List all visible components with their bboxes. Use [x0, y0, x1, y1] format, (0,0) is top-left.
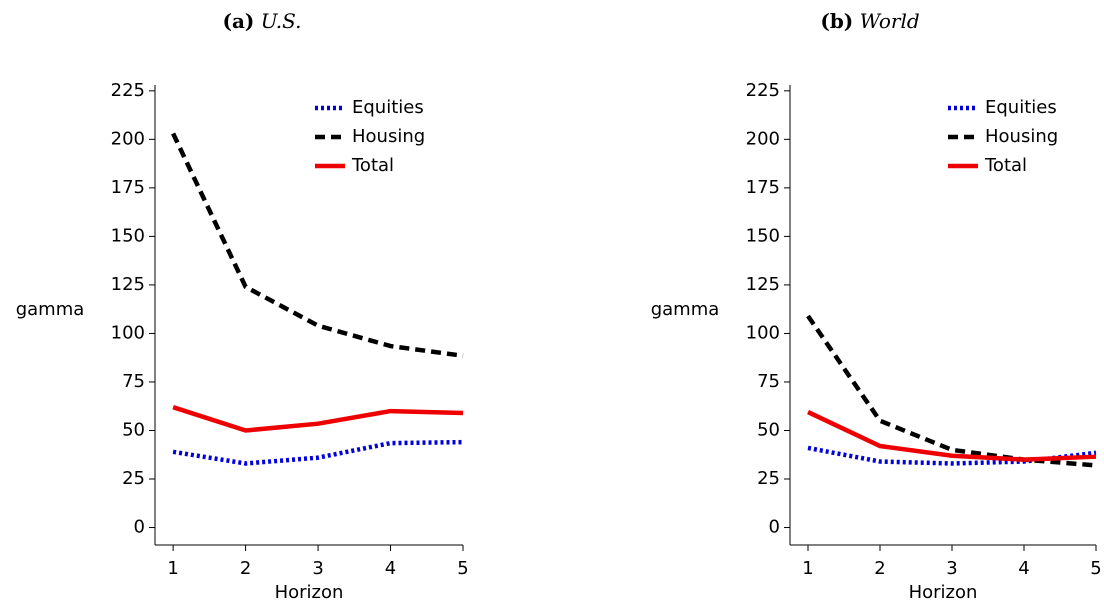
y-tick-label: 25 — [122, 468, 145, 489]
y-tick-label: 200 — [111, 128, 145, 149]
x-tick-label: 5 — [1090, 558, 1101, 579]
y-tick-label: 175 — [111, 177, 145, 198]
y-tick-label: 100 — [746, 322, 780, 343]
y-tick-label: 150 — [111, 225, 145, 246]
y-tick-label: 150 — [746, 225, 780, 246]
y-tick-label: 200 — [746, 128, 780, 149]
series-line — [807, 410, 1097, 462]
legend-label: Equities — [352, 97, 424, 118]
panel-label: (b) — [820, 9, 853, 33]
panel-label: (a) — [223, 9, 255, 33]
x-tick-label: 3 — [946, 558, 957, 579]
legend-label: Housing — [985, 126, 1058, 147]
x-tick-label: 3 — [312, 558, 323, 579]
panel-title: (a) U.S. — [223, 9, 302, 33]
x-tick-label: 4 — [385, 558, 396, 579]
panel-title: (b) World — [820, 9, 919, 33]
y-tick-label: 100 — [111, 322, 145, 343]
y-tick-label: 225 — [111, 80, 145, 101]
y-tick-label: 50 — [122, 419, 145, 440]
series-line — [172, 439, 464, 466]
x-axis-label: Horizon — [909, 582, 978, 603]
y-tick-label: 175 — [746, 177, 780, 198]
x-tick-label: 4 — [1018, 558, 1029, 579]
series-line — [171, 132, 464, 358]
series-line — [806, 314, 1097, 468]
x-tick-label: 2 — [240, 558, 251, 579]
y-tick-label: 25 — [757, 468, 780, 489]
x-axis-label: Horizon — [275, 582, 344, 603]
y-tick-label: 0 — [769, 517, 780, 538]
x-tick-label: 1 — [802, 558, 813, 579]
y-tick-label: 225 — [746, 80, 780, 101]
y-axis-label: gamma — [651, 299, 720, 320]
y-tick-label: 125 — [111, 274, 145, 295]
series-line — [172, 405, 464, 433]
x-tick-label: 2 — [874, 558, 885, 579]
title-text: U.S. — [261, 9, 302, 33]
legend-label: Equities — [985, 97, 1057, 118]
legend-label: Total — [351, 155, 394, 176]
legend-label: Total — [984, 155, 1027, 176]
x-tick-label: 1 — [167, 558, 178, 579]
y-axis-label: gamma — [16, 299, 85, 320]
y-tick-label: 75 — [757, 371, 780, 392]
legend-label: Housing — [352, 126, 425, 147]
y-tick-label: 125 — [746, 274, 780, 295]
y-tick-label: 0 — [134, 517, 145, 538]
y-tick-label: 75 — [122, 371, 145, 392]
title-text: World — [860, 9, 920, 33]
x-tick-label: 5 — [457, 558, 468, 579]
y-tick-label: 50 — [757, 419, 780, 440]
